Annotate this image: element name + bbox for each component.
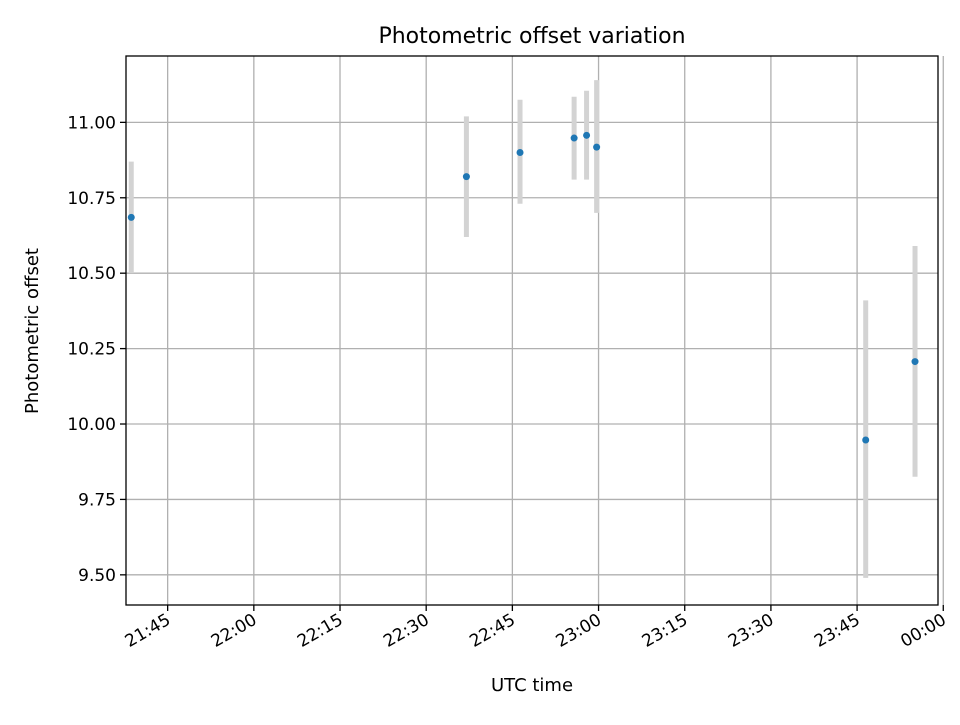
y-tick-label: 9.50	[78, 566, 116, 586]
y-axis-label: Photometric offset	[22, 248, 43, 414]
data-points	[127, 131, 919, 444]
data-point	[462, 173, 470, 181]
data-point	[862, 436, 870, 444]
data-point	[911, 358, 919, 366]
data-point	[127, 213, 135, 221]
plot-area-frame	[125, 55, 939, 606]
y-tick-label: 10.50	[67, 264, 116, 284]
y-tick-label: 10.00	[67, 415, 116, 435]
data-point	[593, 143, 601, 151]
data-point	[583, 131, 591, 139]
y-tick-label: 11.00	[67, 113, 116, 133]
data-point	[516, 149, 524, 157]
y-tick-label: 10.25	[67, 340, 116, 360]
chart-title: Photometric offset variation	[378, 24, 685, 49]
y-axis-ticks: 9.50 9.75 10.00 10.25 10.50 10.75 11.00	[67, 113, 126, 586]
data-point	[570, 134, 578, 142]
y-tick-label: 10.75	[67, 189, 116, 209]
y-tick-label: 9.75	[78, 490, 116, 510]
x-axis-label: UTC time	[491, 675, 573, 696]
